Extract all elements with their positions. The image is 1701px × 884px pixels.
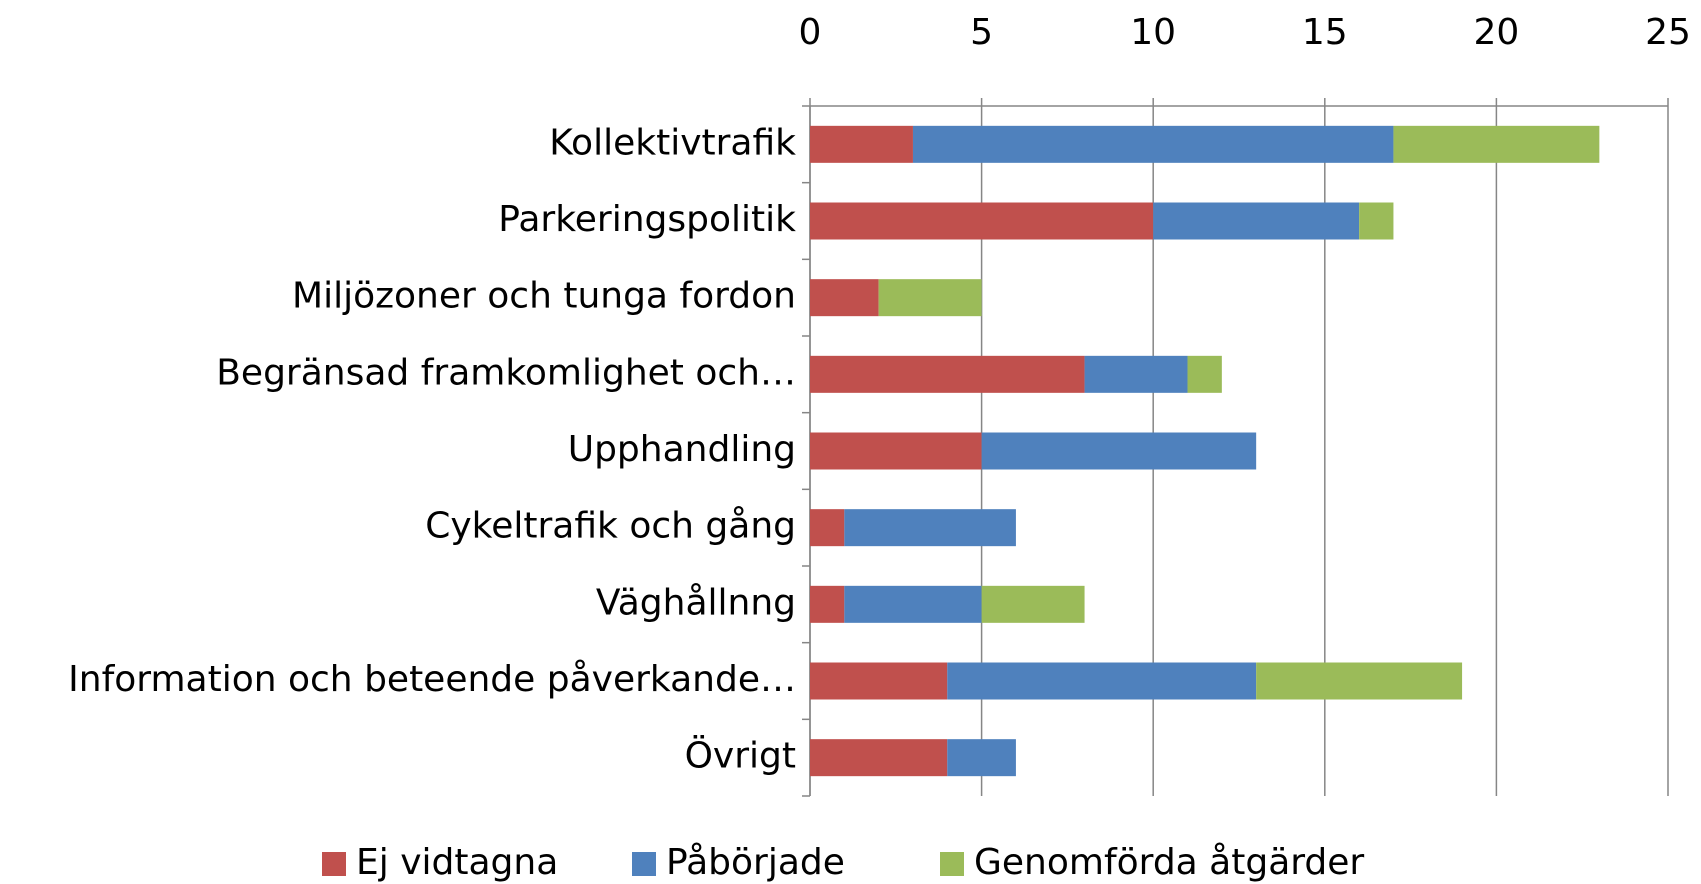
y-tick-label: Kollektivtrafik <box>549 122 796 163</box>
x-tick-label: 25 <box>1645 12 1691 53</box>
bar-segment <box>810 202 1154 240</box>
legend-label: Ej vidtagna <box>356 842 558 883</box>
bar-segment <box>810 585 845 623</box>
y-tick-label: Begränsad framkomlighet och… <box>216 352 796 393</box>
bar-segment <box>981 432 1257 470</box>
x-tick-label: 20 <box>1473 12 1519 53</box>
legend-swatch <box>322 852 346 876</box>
bar-segment <box>1359 202 1394 240</box>
bar-segment <box>1153 202 1360 240</box>
bar-segment <box>912 125 1394 163</box>
y-tick-label: Väghållnng <box>596 582 796 623</box>
bar-segment <box>1256 662 1463 700</box>
bar-segment <box>810 509 845 547</box>
y-tick-label: Upphandling <box>568 429 796 470</box>
bar-segment <box>810 739 948 777</box>
y-tick-label: Cykeltrafik och gång <box>425 506 796 547</box>
x-tick-label: 10 <box>1130 12 1176 53</box>
bar-segment <box>981 585 1085 623</box>
bar-segment <box>844 509 1016 547</box>
bar-segment <box>1393 125 1600 163</box>
bar-segment <box>810 279 879 317</box>
legend-swatch <box>632 852 656 876</box>
bar-segment <box>844 585 982 623</box>
legend-label: Genomförda åtgärder <box>974 842 1364 883</box>
bar-segment <box>810 432 982 470</box>
y-tick-label: Miljözoner och tunga fordon <box>292 276 796 317</box>
bar-segment <box>1084 355 1188 393</box>
x-tick-label: 5 <box>970 12 993 53</box>
x-tick-label: 0 <box>799 12 822 53</box>
bar-segment <box>1187 355 1222 393</box>
y-tick-label: Parkeringspolitik <box>498 199 796 240</box>
x-tick-label: 15 <box>1302 12 1348 53</box>
y-tick-label: Information och beteende påverkande… <box>68 659 796 700</box>
bar-segment <box>947 662 1257 700</box>
legend-swatch <box>940 852 964 876</box>
y-tick-label: Övrigt <box>685 735 796 777</box>
bar-segment <box>810 662 948 700</box>
bar-segment <box>878 279 982 317</box>
bar-segment <box>810 125 913 163</box>
legend-label: Påbörjade <box>666 842 845 883</box>
bar-segment <box>810 355 1085 393</box>
bar-segment <box>947 739 1016 777</box>
